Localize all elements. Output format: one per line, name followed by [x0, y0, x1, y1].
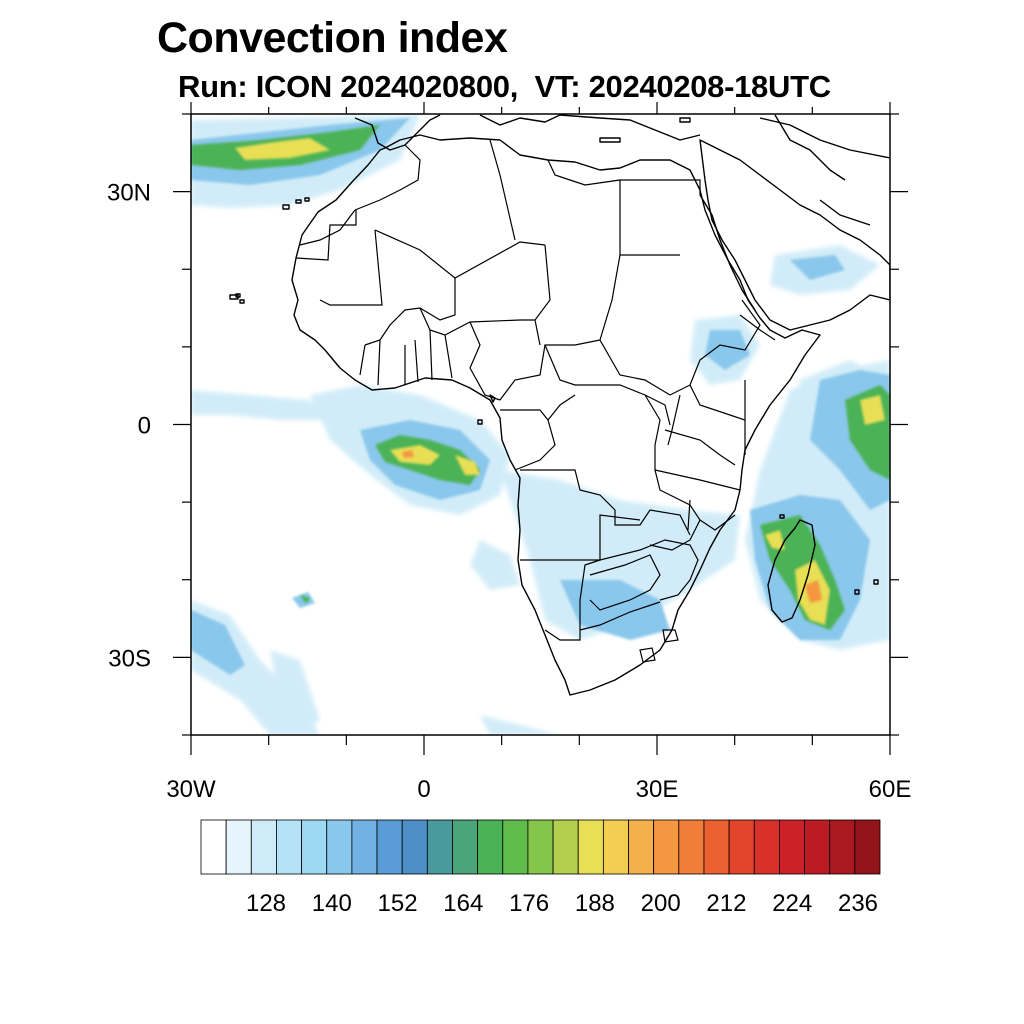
colorbar-swatch: [577, 819, 604, 875]
y-tick-label: 30S: [108, 645, 151, 672]
colorbar-label: 236: [838, 890, 878, 917]
colorbar-swatch: [753, 819, 780, 875]
colorbar-label: 140: [312, 890, 352, 917]
y-tick-label: 30N: [107, 180, 151, 207]
convection-area-west-atlantic-band: [191, 390, 330, 420]
colorbar-swatch: [703, 819, 730, 875]
colorbar-label: 164: [443, 890, 483, 917]
convection-field: [191, 115, 890, 735]
colorbar-swatch: [779, 819, 805, 875]
colorbar-swatch: [401, 819, 428, 875]
convection-area-south-atlantic-streak: [270, 650, 320, 735]
colorbar-label: 212: [706, 890, 746, 917]
convection-area-sw-ocean-band: [480, 715, 560, 735]
colorbar-swatch: [628, 819, 655, 875]
colorbar-label: 176: [509, 890, 549, 917]
colorbar-swatch: [426, 819, 453, 875]
colorbar-swatch: [552, 819, 579, 875]
colorbar-swatch: [351, 819, 378, 875]
axis-ticks: [173, 102, 908, 755]
x-tick-label: 30W: [166, 776, 216, 803]
colorbar-swatch: [276, 819, 302, 875]
x-tick-label: 30E: [636, 776, 679, 803]
page-title: Convection index: [157, 14, 508, 62]
colorbar-swatch: [678, 819, 705, 875]
colorbar-swatch: [477, 819, 504, 875]
colorbar-swatch: [502, 819, 529, 875]
x-tick-label: 60E: [869, 776, 912, 803]
coastline-arabia: [699, 139, 890, 331]
country-borders: [295, 139, 776, 663]
coastlines: [229, 114, 890, 696]
colorbar-swatch: [728, 819, 755, 875]
colorbar-swatch: [200, 819, 227, 875]
colorbar-label: 224: [772, 890, 812, 917]
y-tick-label: 0: [138, 413, 151, 440]
coastline-madagascar: [767, 519, 816, 623]
coastline-italy-greece: [479, 114, 701, 141]
colorbar-label: 152: [378, 890, 418, 917]
colorbar-swatch: [301, 819, 328, 875]
colorbar-swatch: [829, 819, 856, 875]
colorbar-label: 200: [641, 890, 681, 917]
colorbar-swatch: [804, 819, 831, 875]
colorbar-swatch: [326, 819, 353, 875]
colorbar-swatch: [376, 819, 403, 875]
colorbar-label: 188: [575, 890, 615, 917]
axis-tick-labels: 30N 0 30S 30W 0 30E 60E: [107, 180, 911, 803]
colorbar: 128 140 152 164 176 188 200 212 224 236: [200, 819, 881, 917]
coastline-africa: [291, 134, 821, 696]
x-tick-label: 0: [417, 776, 430, 803]
colorbar-swatch: [250, 819, 277, 875]
colorbar-swatch: [653, 819, 680, 875]
colorbar-swatch: [854, 819, 881, 875]
colorbar-label: 128: [246, 890, 286, 917]
page-subtitle: Run: ICON 2024020800, VT: 20240208-18UTC: [178, 69, 831, 104]
convection-area-angola-stripe: [470, 540, 520, 590]
coastline-iberia: [354, 114, 441, 151]
colorbar-swatch: [452, 819, 479, 875]
colorbar-swatch: [602, 819, 629, 875]
colorbar-swatch: [225, 819, 252, 875]
colorbar-swatch: [527, 819, 554, 875]
